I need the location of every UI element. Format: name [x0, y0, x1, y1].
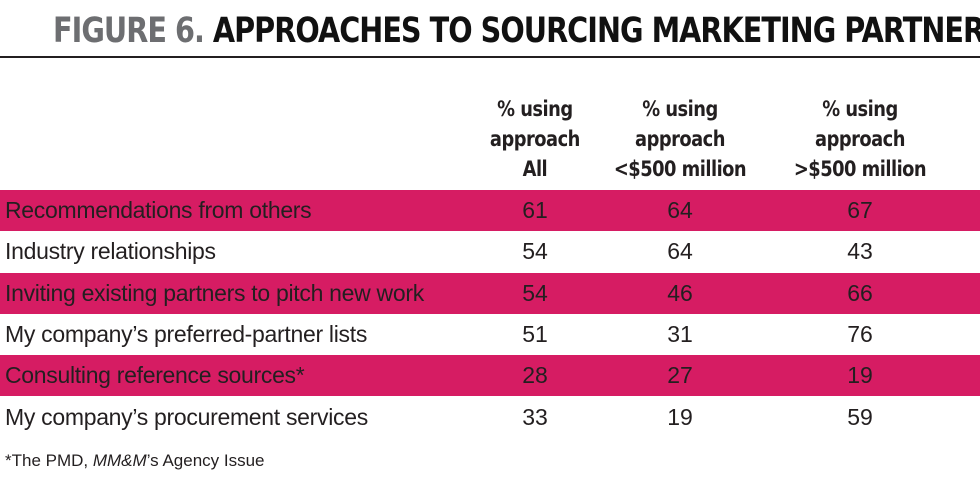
cell-value: 46 [667, 279, 693, 306]
footnote-suffix: ’s Agency Issue [146, 451, 265, 470]
table-row: Recommendations from others 61 64 67 [0, 190, 980, 231]
cell-value: 27 [667, 362, 693, 389]
cell-value: 61 [522, 197, 548, 223]
cell-value: 43 [847, 238, 873, 265]
table-row: My company’s procurement services 33 19 59 [0, 397, 980, 438]
cell-value: 51 [522, 320, 548, 347]
footnote-prefix: *The PMD, [5, 451, 93, 470]
figure-title: FIGURE 6. APPROACHES TO SOURCING MARKETI… [53, 8, 980, 54]
cell-value: 28 [522, 362, 548, 389]
cell-value: 76 [847, 320, 873, 347]
cell-value: 59 [847, 403, 873, 430]
row-label: My company’s preferred-partner lists [5, 320, 368, 347]
row-label: Industry relationships [5, 238, 216, 265]
cell-value: 19 [667, 403, 693, 430]
row-label: My company’s procurement services [5, 403, 368, 430]
cell-value: 31 [667, 320, 693, 347]
cell-value: 54 [522, 238, 548, 265]
figure-title-text: APPROACHES TO SOURCING MARKETING PARTNER… [212, 11, 980, 51]
row-label: Recommendations from others [5, 197, 312, 223]
column-header-all: % using approach All [470, 94, 600, 184]
cell-value: 54 [522, 279, 548, 306]
cell-value: 64 [667, 197, 693, 223]
cell-value: 19 [847, 362, 873, 389]
table-row: Consulting reference sources* 28 27 19 [0, 355, 980, 397]
row-label: Inviting existing partners to pitch new … [5, 279, 424, 306]
footnote: *The PMD, MM&M’s Agency Issue [5, 449, 265, 473]
table-row: Inviting existing partners to pitch new … [0, 272, 980, 314]
column-header-under-500m: % using approach <$500 million revenue [580, 94, 780, 211]
column-header-over-500m: % using approach >$500 million revenue [760, 94, 960, 211]
cell-value: 66 [847, 279, 873, 306]
cell-value: 67 [847, 197, 873, 223]
title-divider [0, 56, 980, 58]
figure-number: FIGURE 6. [53, 11, 205, 51]
column-header-all-text: % using approach All [490, 97, 580, 181]
cell-value: 64 [667, 238, 693, 265]
table-row: My company’s preferred-partner lists 51 31… [0, 314, 980, 355]
footnote-publication: MM&M [92, 451, 147, 470]
cell-value: 33 [522, 403, 548, 430]
table-row: Industry relationships 54 64 43 [0, 231, 980, 272]
row-label: Consulting reference sources* [5, 362, 305, 389]
